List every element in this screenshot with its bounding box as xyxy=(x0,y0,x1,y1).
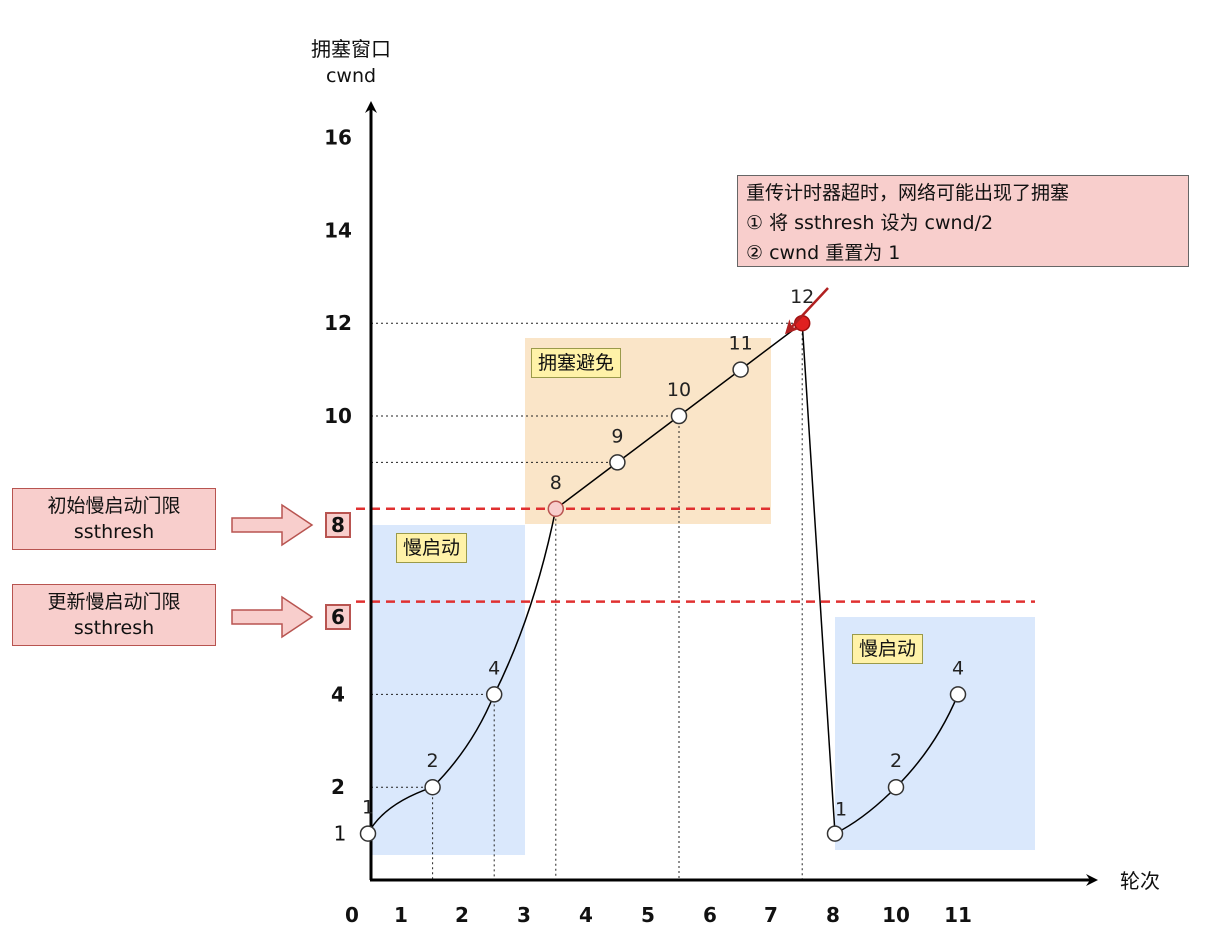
data-point-3 xyxy=(547,500,565,518)
y-tick-16: 16 xyxy=(324,126,352,150)
data-label-9: 2 xyxy=(890,750,902,772)
guide-lines xyxy=(371,322,803,880)
data-label-0: 1 xyxy=(362,797,374,819)
x-tick-10: 10 xyxy=(882,903,910,927)
initial-ssthresh-box: 初始慢启动门限 ssthresh xyxy=(12,488,216,550)
threshold-lines xyxy=(356,507,1035,603)
y-tick-4: 4 xyxy=(331,682,345,706)
data-point-5 xyxy=(670,407,688,425)
y-tick-14: 14 xyxy=(324,218,352,242)
threshold-tick-8: 8 xyxy=(325,512,351,538)
y-tick-2: 2 xyxy=(331,775,345,799)
data-point-1 xyxy=(424,778,441,796)
threshold-arrow-6 xyxy=(231,595,314,639)
slow-start-label-1: 慢启动 xyxy=(396,533,468,563)
data-label-8: 1 xyxy=(835,799,847,821)
data-label-5: 10 xyxy=(667,379,691,401)
y-axis-label-line2: cwnd xyxy=(326,65,376,87)
congestion-avoidance-label: 拥塞避免 xyxy=(531,348,622,378)
data-label-2: 4 xyxy=(488,657,500,679)
data-label-7: 12 xyxy=(790,286,814,308)
initial-ssthresh-line1: 初始慢启动门限 xyxy=(47,495,181,517)
x-axis-label: 轮次 xyxy=(1120,869,1160,893)
x-tick-5: 5 xyxy=(641,903,655,927)
x-tick-7: 7 xyxy=(764,903,778,927)
data-label-1: 2 xyxy=(427,750,439,772)
updated-ssthresh-box: 更新慢启动门限 ssthresh xyxy=(12,584,216,646)
data-point-4 xyxy=(609,454,626,471)
timeout-annotation: 重传计时器超时，网络可能出现了拥塞 ① 将 ssthresh 设为 cwnd/2… xyxy=(737,175,1189,267)
threshold-tick-6: 6 xyxy=(325,604,351,630)
data-label-3: 8 xyxy=(550,472,562,494)
x-tick-1: 1 xyxy=(394,903,408,927)
data-label-6: 11 xyxy=(729,333,753,355)
y-tick-12: 12 xyxy=(324,311,352,335)
annotation-line-2: ① 将 ssthresh 设为 cwnd/2 xyxy=(746,212,994,234)
x-tick-3: 3 xyxy=(517,903,531,927)
y-tick-10: 10 xyxy=(324,404,352,428)
annotation-line-1: 重传计时器超时，网络可能出现了拥塞 xyxy=(746,182,1070,204)
x-tick-labels: 0 1 2 3 4 5 6 7 8 10 11 xyxy=(345,903,972,927)
initial-ssthresh-line2: ssthresh xyxy=(73,521,155,543)
timeout-arrow xyxy=(784,287,829,335)
x-tick-11: 11 xyxy=(944,903,972,927)
y-axis-label-line1: 拥塞窗口 xyxy=(311,37,391,61)
x-tick-0: 0 xyxy=(345,903,359,927)
annotation-line-3: ② cwnd 重置为 1 xyxy=(746,242,901,264)
data-point-9 xyxy=(887,778,905,796)
x-tick-4: 4 xyxy=(579,903,593,927)
slow-start-label-2: 慢启动 xyxy=(852,634,924,664)
updated-ssthresh-line1: 更新慢启动门限 xyxy=(47,591,181,613)
data-label-10: 4 xyxy=(952,657,964,679)
data-point-7 xyxy=(793,314,811,332)
x-tick-6: 6 xyxy=(703,903,717,927)
data-point-8 xyxy=(826,825,844,842)
x-tick-2: 2 xyxy=(455,903,469,927)
data-point-2 xyxy=(485,686,503,703)
data-point-10 xyxy=(949,686,967,703)
data-point-6 xyxy=(732,361,749,378)
x-tick-8: 8 xyxy=(826,903,840,927)
updated-ssthresh-line2: ssthresh xyxy=(73,617,155,639)
threshold-arrow-8 xyxy=(231,503,314,547)
data-label-4: 9 xyxy=(611,425,623,447)
data-point-0 xyxy=(359,825,377,842)
y-tick-1: 1 xyxy=(334,822,347,846)
